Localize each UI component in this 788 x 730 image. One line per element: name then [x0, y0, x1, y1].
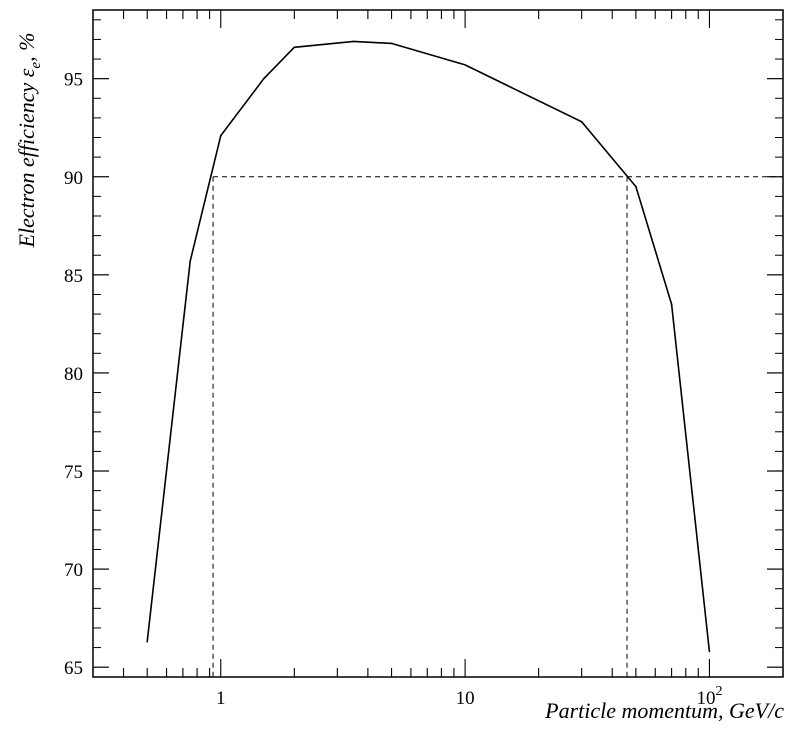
- data-point: [146, 640, 149, 643]
- data-point: [262, 77, 265, 80]
- y-tick-label: 75: [64, 462, 83, 483]
- data-point: [189, 260, 192, 262]
- axis-ticks: [92, 10, 784, 677]
- y-axis-title: Electron efficiency εe, %: [14, 33, 44, 249]
- data-point: [670, 303, 673, 306]
- series-layer: [146, 40, 711, 653]
- data-point: [352, 40, 355, 43]
- y-axis-title-main: Electron efficiency ε: [14, 68, 39, 248]
- y-tick-label: 90: [64, 168, 83, 189]
- data-point: [293, 46, 296, 49]
- data-point: [580, 121, 583, 123]
- data-point: [390, 42, 393, 45]
- efficiency-curve: [146, 40, 711, 652]
- data-point: [635, 185, 637, 188]
- y-axis-title-tail: , %: [14, 33, 39, 62]
- y-tick-label: 70: [64, 560, 83, 581]
- x-tick-label: 1: [216, 688, 226, 709]
- x-tick-label: 10: [456, 688, 475, 709]
- data-point: [219, 134, 222, 137]
- y-tick-label: 80: [64, 364, 83, 385]
- reference-lines: [212, 176, 783, 677]
- y-axis-title-sub: e: [28, 62, 44, 69]
- data-point: [708, 650, 711, 653]
- y-tick-label: 85: [64, 266, 83, 287]
- y-tick-label: 95: [64, 70, 83, 91]
- y-tick-label: 65: [64, 658, 83, 679]
- data-point: [464, 64, 466, 66]
- plot-frame: [92, 9, 784, 678]
- x-tick-label-exponent: 2: [715, 684, 722, 699]
- x-axis-title: Particle momentum, GeV/c: [544, 698, 784, 723]
